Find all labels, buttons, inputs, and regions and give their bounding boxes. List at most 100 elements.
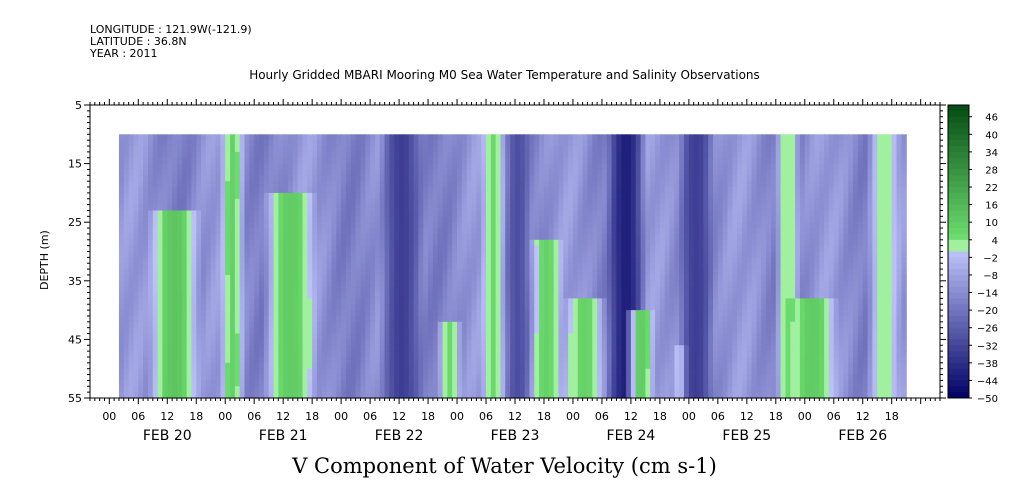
heatmap-cell [201,321,207,329]
heatmap-cell [423,151,429,159]
heatmap-cell [379,327,386,335]
heatmap-cell [234,345,241,352]
heatmap-cell [201,263,207,270]
heatmap-cell [553,304,559,311]
heatmap-cell [553,151,559,159]
heatmap-cell [215,333,221,340]
heatmap-cell [476,362,482,370]
heatmap-cell [515,292,521,299]
heatmap-cell [143,280,149,288]
heatmap-cell [597,368,603,376]
heatmap-cell [123,392,130,399]
heatmap-cell [370,280,376,288]
heatmap-cell [307,357,313,364]
heatmap-cell [336,269,342,276]
heatmap-cell [432,286,439,294]
heatmap-cell [442,351,448,358]
heatmap-cell [350,163,357,171]
heatmap-cell [133,386,139,393]
heatmap-cell [442,233,448,241]
heatmap-cell [399,321,405,329]
heatmap-cell [524,228,531,235]
heatmap-cell [220,216,226,223]
heatmap-cell [471,175,477,182]
heatmap-cell [505,339,511,346]
heatmap-cell [606,386,613,393]
heatmap-cell [461,304,468,311]
heatmap-cell [510,163,516,171]
heatmap-cell [307,257,313,264]
heatmap-cell [181,386,188,393]
heatmap-cell [519,269,526,276]
heatmap-cell [346,181,352,188]
heatmap-cell [239,386,246,393]
heatmap-cell [399,392,405,399]
heatmap-cell [249,280,255,288]
heatmap-cell [341,310,347,317]
heatmap-cell [611,263,617,270]
heatmap-cell [268,187,275,194]
heatmap-cell [133,333,139,340]
heatmap-cell [432,187,439,194]
heatmap-cell [370,357,376,364]
heatmap-cell [539,134,545,141]
heatmap-cell [292,192,299,200]
heatmap-cell [244,228,250,235]
heatmap-cell [650,357,656,364]
heatmap-cell [244,169,250,176]
heatmap-cell [495,321,502,329]
heatmap-cell [239,245,246,253]
heatmap-cell [452,321,458,329]
heatmap-cell [239,204,246,212]
heatmap-cell [254,198,260,206]
heatmap-cell [437,263,444,270]
heatmap-cell [544,333,550,340]
heatmap-cell [544,257,550,264]
heatmap-cell [645,280,651,288]
heatmap-cell [592,339,598,346]
heatmap-cell [423,140,429,147]
heatmap-cell [244,380,250,387]
heatmap-cell [466,151,473,159]
heatmap-cell [239,181,246,188]
heatmap-cell [592,357,598,364]
heatmap-cell [621,274,627,282]
heatmap-cell [355,321,361,329]
heatmap-cell [302,339,308,346]
heatmap-cell [133,392,139,399]
heatmap-cell [331,163,337,171]
heatmap-cell [225,239,231,247]
heatmap-cell [288,175,294,182]
heatmap-cell [635,140,642,147]
heatmap-cell [292,169,299,176]
heatmap-cell [341,251,347,258]
heatmap-cell [278,181,284,188]
heatmap-cell [428,274,434,282]
heatmap-cell [152,392,159,399]
heatmap-cell [432,298,439,305]
heatmap-cell [418,198,424,206]
heatmap-cell [210,368,217,376]
heatmap-cell [181,280,188,288]
heatmap-cell [283,222,289,229]
heatmap-cell [442,298,448,305]
heatmap-cell [544,175,550,182]
heatmap-cell [640,362,646,370]
heatmap-cell [360,210,366,217]
heatmap-cell [133,134,139,141]
heatmap-cell [321,368,328,376]
heatmap-cell [640,274,646,282]
heatmap-cell [176,198,183,206]
heatmap-cell [495,198,502,206]
heatmap-cell [505,327,511,335]
heatmap-cell [423,327,429,335]
heatmap-cell [490,204,497,212]
heatmap-cell [553,257,559,264]
heatmap-cell [611,368,617,376]
heatmap-cell [563,298,569,305]
heatmap-cell [495,357,502,364]
heatmap-cell [307,298,313,305]
heatmap-cell [312,210,318,217]
heatmap-cell [495,187,502,194]
heatmap-cell [172,298,178,305]
